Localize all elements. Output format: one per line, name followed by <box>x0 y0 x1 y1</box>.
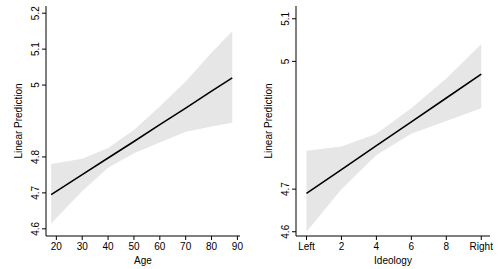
plot-area <box>51 31 232 223</box>
y-tick-label: 4.6 <box>30 221 41 235</box>
y-tick-label: 5.1 <box>30 42 41 56</box>
y-tick <box>292 189 296 190</box>
y-tick-label: 5.2 <box>30 6 41 20</box>
confidence-band <box>306 44 481 231</box>
plot-area <box>306 44 481 231</box>
x-tick-label: 8 <box>444 241 450 252</box>
x-tick-label: 80 <box>206 241 218 252</box>
x-tick-label: 60 <box>154 241 166 252</box>
figure: 4.6 4.7 4.8 5 5.1 5.2 20 30 40 50 60 70 80 90 Age Linea… <box>0 0 500 269</box>
panel: 4.6 4.7 5 5.1 Left 2 4 6 8 Right Ideology Linear Pr… <box>263 6 493 266</box>
x-tick-label: 70 <box>180 241 192 252</box>
y-axis-title: Linear Prediction <box>13 83 24 158</box>
x-tick-label: 90 <box>232 241 244 252</box>
x-tick <box>108 236 109 240</box>
x-tick <box>411 236 412 240</box>
y-tick-label: 4.8 <box>30 150 41 164</box>
x-axis-title: Age <box>134 255 152 266</box>
y-axis <box>46 6 47 236</box>
x-tick-label: 40 <box>103 241 115 252</box>
x-tick-label: 30 <box>77 241 89 252</box>
y-tick <box>42 85 46 86</box>
x-tick <box>376 236 377 240</box>
y-axis-title: Linear Prediction <box>263 83 274 158</box>
x-tick <box>341 236 342 240</box>
y-tick-label: 4.6 <box>280 224 291 238</box>
panel: 4.6 4.7 4.8 5 5.1 5.2 20 30 40 50 60 70 80 90 Age Linea… <box>13 6 243 266</box>
y-tick-label: 4.7 <box>280 182 291 196</box>
x-tick-label: 50 <box>128 241 140 252</box>
x-tick-label: 6 <box>409 241 415 252</box>
x-tick <box>446 236 447 240</box>
x-axis-title: Ideology <box>374 255 412 266</box>
x-tick-label: Right <box>470 241 494 252</box>
x-tick <box>159 236 160 240</box>
y-tick <box>42 13 46 14</box>
x-axis <box>46 236 240 237</box>
x-tick <box>56 236 57 240</box>
x-tick <box>133 236 134 240</box>
confidence-band <box>51 31 232 223</box>
x-tick <box>481 236 482 240</box>
y-tick-label: 5.1 <box>280 11 291 25</box>
x-tick-label: 2 <box>339 241 345 252</box>
y-tick <box>42 156 46 157</box>
x-tick <box>211 236 212 240</box>
x-tick <box>237 236 238 240</box>
y-tick <box>292 231 296 232</box>
y-tick <box>42 49 46 50</box>
x-tick <box>306 236 307 240</box>
y-tick <box>42 192 46 193</box>
y-tick-label: 4.7 <box>30 185 41 199</box>
y-tick-label: 5 <box>280 58 291 64</box>
y-tick <box>292 18 296 19</box>
prediction-line <box>306 74 481 193</box>
y-tick-label: 5 <box>30 82 41 88</box>
x-tick <box>185 236 186 240</box>
y-tick <box>292 61 296 62</box>
x-tick-label: 4 <box>374 241 380 252</box>
y-tick <box>42 228 46 229</box>
x-tick <box>82 236 83 240</box>
y-axis <box>296 6 297 236</box>
prediction-line <box>51 78 232 195</box>
x-tick-label: Left <box>298 241 315 252</box>
x-tick-label: 20 <box>51 241 63 252</box>
x-axis <box>296 236 490 237</box>
